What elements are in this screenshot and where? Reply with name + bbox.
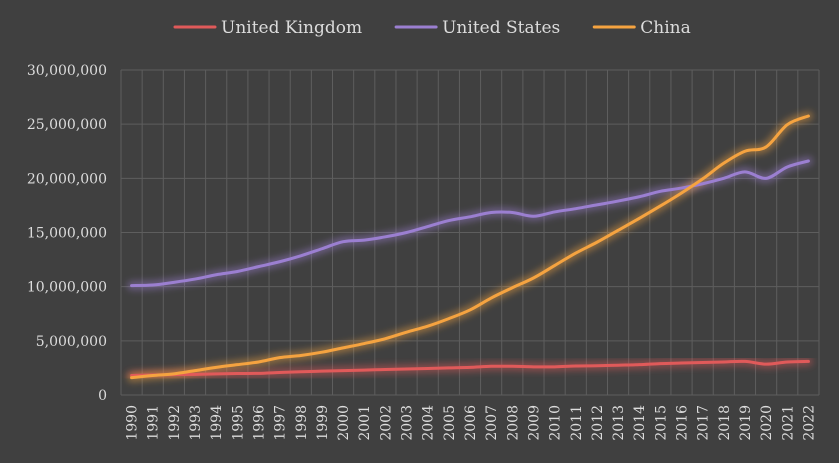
x-tick-label: 2000: [336, 405, 352, 441]
x-tick-label: 2012: [590, 405, 606, 441]
x-tick-label: 2021: [780, 405, 796, 441]
x-tick-label: 1993: [188, 405, 204, 441]
legend-item-united-kingdom: United Kingdom: [173, 18, 362, 38]
x-tick-label: 2020: [759, 405, 775, 441]
x-tick-label: 2022: [801, 405, 817, 441]
grid: [120, 69, 820, 396]
series-glow-china: [127, 111, 813, 383]
x-tick-label: 2018: [717, 405, 733, 441]
x-tick-label: 2019: [738, 405, 754, 441]
x-tick-label: 2008: [505, 405, 521, 441]
legend-item-china: China: [592, 18, 691, 38]
y-tick-label: 25,000,000: [27, 117, 107, 133]
x-tick-label: 2007: [484, 405, 500, 441]
x-tick-label: 2009: [526, 405, 542, 441]
legend-label-china: China: [640, 18, 690, 38]
x-tick-label: 1998: [294, 405, 310, 441]
series-line-united-states: [130, 159, 810, 288]
legend-item-united-states: United States: [394, 18, 560, 38]
x-tick-label: 1991: [146, 405, 162, 441]
series-line-united-kingdom: [130, 359, 810, 377]
legend-label-united-kingdom: United Kingdom: [221, 18, 362, 38]
y-tick-label: 10,000,000: [27, 280, 107, 296]
y-tick-label: 15,000,000: [27, 226, 107, 242]
x-tick-label: 1999: [315, 405, 331, 441]
x-tick-label: 1990: [125, 405, 141, 441]
x-tick-label: 2017: [696, 405, 712, 441]
x-tick-label: 2014: [632, 405, 648, 441]
x-tick-label: 2015: [653, 405, 669, 441]
y-tick-label: 5,000,000: [36, 334, 107, 350]
x-tick-label: 1994: [209, 405, 225, 441]
legend-label-united-states: United States: [442, 18, 560, 38]
y-axis-tick-labels: 0 5,000,000 10,000,000 15,000,000 20,000,000…: [27, 63, 107, 404]
x-tick-label: 2011: [569, 405, 585, 441]
x-axis-tick-labels: 1990 1991 1992 1993 1994 1995 1996 1997 1998 1999…: [125, 405, 818, 441]
series-line-china: [130, 114, 810, 380]
series-lines: [130, 114, 810, 380]
x-tick-label: 2010: [548, 405, 564, 441]
x-tick-label: 1995: [230, 405, 246, 441]
x-tick-label: 2003: [400, 405, 416, 441]
x-tick-label: 2013: [611, 405, 627, 441]
x-tick-label: 1996: [251, 405, 267, 441]
legend: United Kingdom United States China: [173, 18, 691, 38]
x-tick-label: 1992: [167, 405, 183, 441]
y-tick-label: 30,000,000: [27, 63, 107, 79]
x-tick-label: 2006: [463, 405, 479, 441]
x-tick-label: 2005: [442, 405, 458, 441]
x-tick-label: 2001: [357, 405, 373, 441]
series-glow: [127, 111, 813, 383]
y-tick-label: 0: [98, 388, 107, 404]
x-tick-label: 2016: [675, 405, 691, 441]
x-tick-label: 2002: [378, 405, 394, 441]
y-tick-label: 20,000,000: [27, 171, 107, 187]
x-tick-label: 2004: [421, 405, 437, 441]
x-tick-label: 1997: [273, 405, 289, 441]
